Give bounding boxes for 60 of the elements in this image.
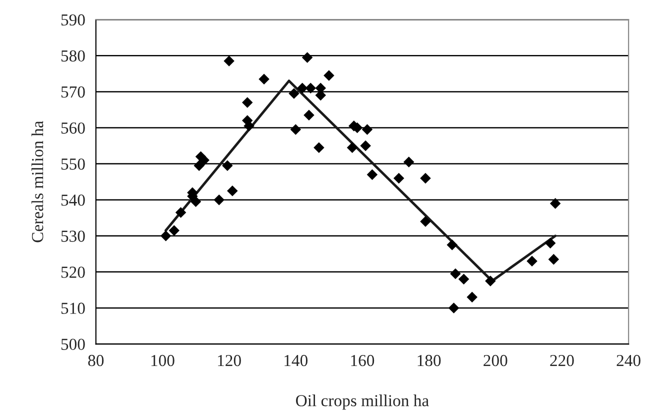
y-tick-label: 530 [61,230,85,242]
point [168,225,180,236]
x-tick-label: 100 [151,354,174,366]
point [362,124,373,135]
point [304,110,314,121]
point [366,169,378,180]
point [458,274,470,285]
point [403,156,414,168]
point [450,268,461,280]
point [290,124,302,135]
point [288,88,300,99]
point [175,207,186,218]
point [314,142,324,153]
x-tick-label: 200 [484,354,508,366]
x-tick-label: 80 [88,354,104,366]
y-tick-label: 570 [61,86,85,98]
point [420,172,431,184]
point [242,97,253,108]
point [448,302,460,314]
point [194,160,204,171]
point [446,240,458,250]
point [393,172,404,184]
x-tick-label: 180 [418,354,441,366]
point [420,216,431,227]
point [548,254,560,265]
x-tick-label: 140 [284,354,308,366]
y-tick-label: 520 [61,266,85,278]
point [324,70,334,81]
y-tick-label: 500 [61,338,85,350]
x-tick-label: 120 [218,354,241,366]
point [346,142,358,153]
y-tick-label: 590 [61,14,85,26]
x-tick-label: 240 [616,354,640,366]
point [302,52,313,63]
point [160,230,172,242]
y-tick-label: 550 [61,158,85,170]
point [190,196,202,208]
y-tick-label: 560 [61,122,85,134]
point [296,82,308,94]
point [544,238,556,248]
y-tick-label: 510 [61,302,85,314]
point [227,185,238,196]
x-tick-label: 220 [550,354,574,366]
point [214,194,224,206]
point [526,256,538,266]
point [198,154,210,166]
point [224,56,234,66]
point [550,198,561,209]
point [244,120,254,132]
point [258,74,270,84]
x-tick-label: 160 [351,354,374,366]
point [305,82,316,94]
point [360,140,371,152]
x-axis-title: Oil crops million ha [296,394,429,410]
point [222,160,233,171]
y-axis-title: Cereals million ha [31,120,44,242]
point [466,292,478,303]
point [485,276,496,286]
y-tick-label: 540 [61,194,85,206]
y-tick-label: 580 [61,50,85,62]
